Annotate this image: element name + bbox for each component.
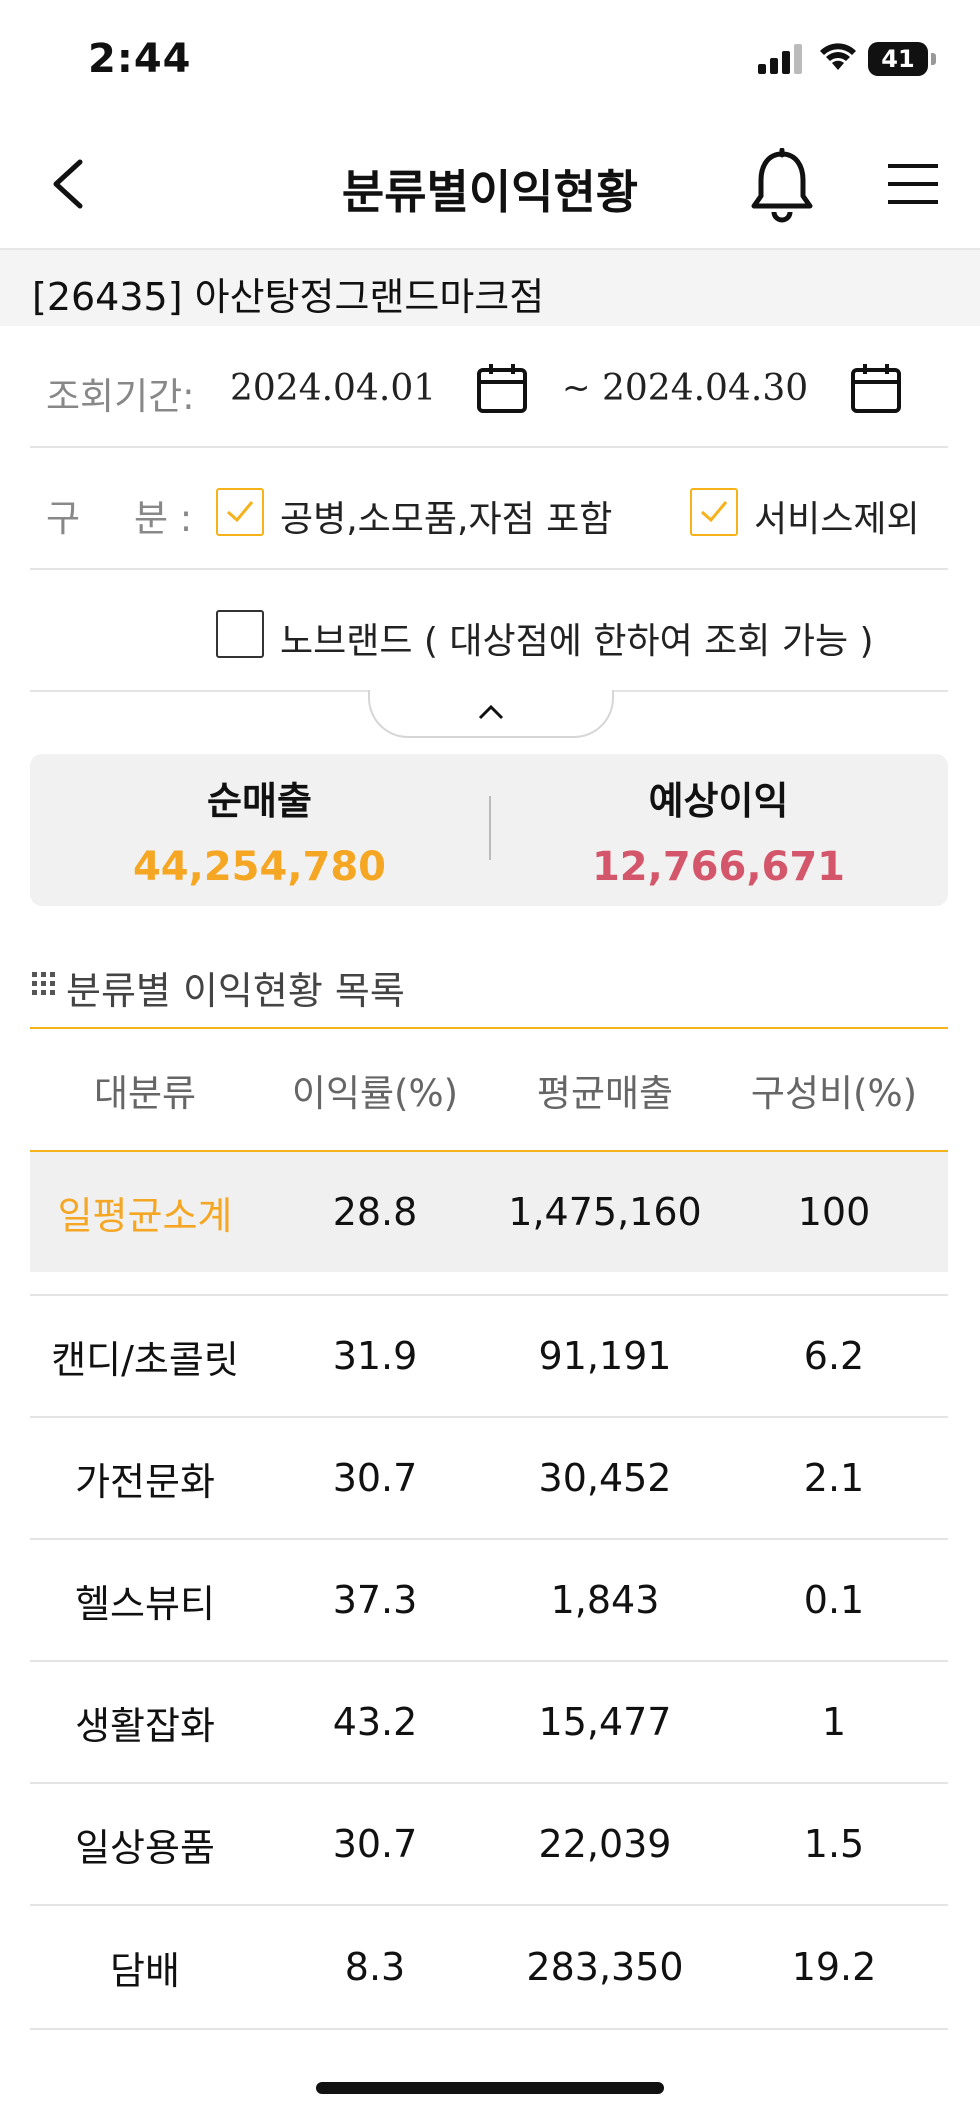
- check-icon: [227, 501, 254, 523]
- column-header-margin: 이익률(%): [291, 1072, 459, 1115]
- nobrand-label: 노브랜드 ( 대상점에 한하여 조회 가능 ): [280, 621, 874, 662]
- end-date-field[interactable]: 2024.04.30: [602, 368, 809, 409]
- hamburger-menu-icon[interactable]: [886, 162, 940, 206]
- store-name: [26435] 아산탕정그랜드마크점: [32, 275, 545, 319]
- row-ratio: 1: [821, 1700, 847, 1744]
- row-category: 가전문화: [75, 1459, 215, 1504]
- expected-profit-label: 예상이익: [648, 779, 789, 823]
- status-bar: 2:44 41: [0, 0, 980, 120]
- subtotal-ratio: 100: [797, 1190, 871, 1234]
- row-category: 일상용품: [75, 1825, 215, 1870]
- check-icon: [701, 501, 728, 523]
- start-date-field[interactable]: 2024.04.01: [230, 368, 437, 409]
- subtotal-margin: 28.8: [332, 1190, 418, 1234]
- table-row[interactable]: 가전문화 30.7 30,452 2.1: [30, 1418, 948, 1540]
- category-label: 구: [46, 497, 81, 540]
- battery-indicator: 41: [868, 42, 928, 76]
- row-ratio: 6.2: [803, 1334, 865, 1378]
- row-margin: 8.3: [344, 1945, 406, 1989]
- page-title: 분류별이익현황: [341, 165, 639, 219]
- row-margin: 43.2: [332, 1700, 418, 1744]
- summary-card: 순매출 44,254,780 예상이익 12,766,671: [30, 754, 948, 906]
- row-ratio: 1.5: [803, 1822, 865, 1866]
- expected-profit-block: 예상이익 12,766,671: [489, 754, 948, 906]
- category-row: 구 분 : 공병,소모품,자점 포함 서비스제외: [30, 448, 948, 570]
- row-avg-sales: 22,039: [538, 1822, 672, 1866]
- row-margin: 31.9: [332, 1334, 418, 1378]
- nobrand-checkbox[interactable]: [216, 610, 264, 658]
- period-label: 조회기간:: [46, 375, 195, 418]
- row-avg-sales: 15,477: [538, 1700, 672, 1744]
- row-ratio: 19.2: [791, 1945, 877, 1989]
- wifi-icon: [820, 43, 856, 70]
- row-category: 헬스뷰티: [75, 1581, 215, 1626]
- collapse-filter-button[interactable]: [368, 690, 614, 738]
- table-header-rule: [30, 1150, 948, 1152]
- include-bottles-label: 공병,소모품,자점 포함: [280, 499, 613, 540]
- row-category: 캔디/초콜릿: [51, 1337, 239, 1382]
- subtotal-name: 일평균소계: [57, 1193, 233, 1238]
- date-separator: ~: [562, 368, 591, 408]
- status-time: 2:44: [88, 36, 192, 82]
- include-bottles-checkbox[interactable]: [216, 488, 264, 536]
- table-row[interactable]: 생활잡화 43.2 15,477 1: [30, 1662, 948, 1784]
- subtotal-avg-sales: 1,475,160: [508, 1190, 702, 1234]
- top-navigation-bar: 분류별이익현황: [0, 120, 980, 250]
- row-ratio: 2.1: [803, 1456, 865, 1500]
- store-header: [26435] 아산탕정그랜드마크점: [0, 250, 980, 326]
- nobrand-row: 노브랜드 ( 대상점에 한하여 조회 가능 ): [30, 570, 948, 692]
- category-label-suffix: 분 :: [134, 497, 193, 540]
- list-title-rule: [30, 1027, 948, 1029]
- table-row[interactable]: 캔디/초콜릿 31.9 91,191 6.2: [30, 1296, 948, 1418]
- row-avg-sales: 283,350: [526, 1945, 684, 1989]
- subtotal-separator: [30, 1294, 948, 1296]
- summary-divider: [489, 796, 491, 860]
- home-indicator[interactable]: [316, 2082, 664, 2094]
- row-avg-sales: 1,843: [550, 1578, 660, 1622]
- row-margin: 37.3: [332, 1578, 418, 1622]
- bell-icon[interactable]: [748, 148, 816, 224]
- row-margin: 30.7: [332, 1456, 418, 1500]
- chevron-left-icon[interactable]: [48, 158, 96, 210]
- row-avg-sales: 30,452: [538, 1456, 672, 1500]
- net-sales-label: 순매출: [207, 779, 312, 823]
- calendar-icon[interactable]: [850, 362, 902, 414]
- table-row[interactable]: 일상용품 30.7 22,039 1.5: [30, 1784, 948, 1906]
- row-category: 생활잡화: [75, 1703, 215, 1748]
- cellular-signal-icon: [758, 44, 802, 74]
- expected-profit-value: 12,766,671: [591, 844, 846, 890]
- calendar-icon[interactable]: [476, 362, 528, 414]
- period-row: 조회기간: 2024.04.01 ~ 2024.04.30: [30, 326, 948, 448]
- exclude-service-label: 서비스제외: [754, 499, 920, 540]
- table-row[interactable]: 담배 8.3 283,350 19.2: [30, 1906, 948, 2030]
- grid-dots-icon: [32, 972, 55, 995]
- battery-cap: [931, 53, 936, 65]
- row-ratio: 0.1: [803, 1578, 865, 1622]
- subtotal-row: 일평균소계 28.8 1,475,160 100: [30, 1152, 948, 1272]
- column-header-avg-sales: 평균매출: [536, 1072, 674, 1115]
- net-sales-value: 44,254,780: [132, 844, 387, 890]
- table-row[interactable]: 헬스뷰티 37.3 1,843 0.1: [30, 1540, 948, 1662]
- exclude-service-checkbox[interactable]: [690, 488, 738, 536]
- column-header-ratio: 구성비(%): [750, 1072, 918, 1115]
- chevron-up-icon: [478, 704, 504, 720]
- table-header: 대분류 이익률(%) 평균매출 구성비(%): [30, 1030, 948, 1150]
- row-margin: 30.7: [332, 1822, 418, 1866]
- list-title: 분류별 이익현황 목록: [66, 969, 405, 1013]
- net-sales-block: 순매출 44,254,780: [30, 754, 489, 906]
- row-category: 담배: [110, 1948, 180, 1993]
- row-avg-sales: 91,191: [538, 1334, 672, 1378]
- column-header-category: 대분류: [93, 1072, 197, 1115]
